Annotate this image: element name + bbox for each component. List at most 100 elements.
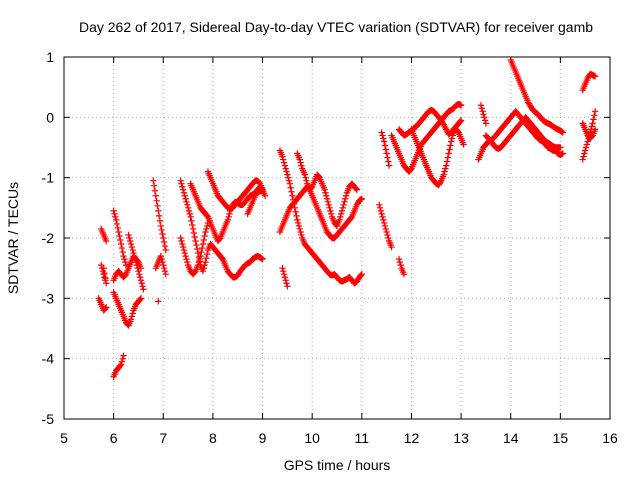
data-point [293, 212, 300, 220]
data-point [298, 231, 305, 239]
y-tick-label: -2 [42, 230, 55, 246]
data-point [591, 112, 598, 119]
series-s1 [98, 225, 110, 245]
data-point [397, 261, 404, 269]
data-point [184, 204, 192, 212]
data-point [118, 358, 126, 365]
x-tick-label: 16 [602, 430, 618, 446]
data-point [134, 264, 141, 272]
data-point [282, 165, 289, 172]
data-point [193, 241, 200, 249]
data-point [195, 258, 203, 266]
data-point [155, 207, 162, 215]
data-point [128, 243, 136, 251]
data-point [116, 232, 123, 240]
data-point [379, 213, 386, 221]
data-point [297, 159, 304, 166]
data-point [301, 171, 308, 178]
data-point [179, 240, 186, 248]
data-point [446, 146, 453, 153]
data-point [102, 304, 110, 311]
data-point [117, 236, 124, 244]
data-point [296, 225, 303, 233]
series-s28 [482, 114, 564, 152]
data-point [181, 192, 188, 199]
data-point [588, 123, 595, 130]
data-point [202, 228, 209, 236]
x-tick-label: 15 [553, 430, 569, 446]
x-tick-label: 14 [503, 430, 519, 446]
data-point [140, 286, 147, 293]
data-point [443, 162, 450, 169]
data-point [284, 174, 292, 181]
data-point [385, 158, 392, 165]
data-point [395, 255, 403, 263]
series-s12 [177, 177, 266, 281]
data-point [280, 156, 287, 163]
data-point [125, 231, 132, 239]
data-point [121, 255, 128, 263]
data-point [294, 219, 302, 227]
series-s7 [110, 352, 127, 380]
data-point [187, 213, 194, 221]
data-point [479, 108, 486, 115]
data-point [357, 272, 365, 279]
data-point [162, 246, 169, 254]
data-point [383, 150, 390, 157]
data-point [280, 159, 288, 166]
data-point [382, 146, 390, 153]
data-point [162, 271, 169, 278]
data-point [381, 142, 389, 149]
data-point [380, 135, 387, 142]
data-point [155, 298, 162, 305]
data-point [396, 258, 404, 266]
data-point [100, 264, 107, 272]
data-point [557, 144, 564, 151]
data-point [591, 126, 599, 133]
data-point [100, 271, 107, 278]
data-point [160, 264, 168, 272]
data-point [112, 213, 119, 221]
data-point [117, 361, 125, 368]
data-point [337, 213, 344, 221]
x-tick-label: 6 [110, 430, 118, 446]
series-s22 [378, 129, 393, 169]
data-point [581, 147, 589, 154]
y-tick-label: -5 [42, 411, 55, 427]
data-point [382, 225, 390, 233]
series-s25 [408, 126, 467, 189]
data-point [200, 236, 208, 244]
data-point [193, 245, 201, 253]
data-point [477, 102, 485, 109]
y-tick-labels: 1 0 -1 -2 -3 -4 -5 [42, 49, 55, 427]
data-point [136, 296, 144, 303]
y-tick-label: 0 [46, 109, 54, 125]
data-point [102, 275, 109, 282]
data-point [128, 313, 136, 320]
data-point [131, 252, 138, 260]
series-s2 [98, 261, 110, 287]
data-point [298, 162, 305, 169]
x-tick-label: 10 [304, 430, 320, 446]
data-point [199, 267, 207, 275]
data-point [481, 114, 488, 121]
data-point [358, 271, 366, 278]
data-point [442, 165, 449, 172]
data-point [151, 187, 159, 194]
data-point [197, 252, 204, 260]
data-point [129, 310, 136, 317]
data-point [283, 280, 290, 287]
x-tick-label: 9 [259, 430, 267, 446]
data-point [139, 283, 146, 290]
data-point [590, 116, 597, 123]
data-point [289, 192, 296, 199]
data-point [558, 128, 566, 136]
data-point [111, 210, 118, 218]
data-point [337, 210, 345, 218]
plot-frame [63, 56, 611, 420]
data-point [582, 144, 590, 151]
data-point [127, 316, 135, 323]
data-point [302, 174, 309, 181]
data-point [380, 219, 388, 227]
